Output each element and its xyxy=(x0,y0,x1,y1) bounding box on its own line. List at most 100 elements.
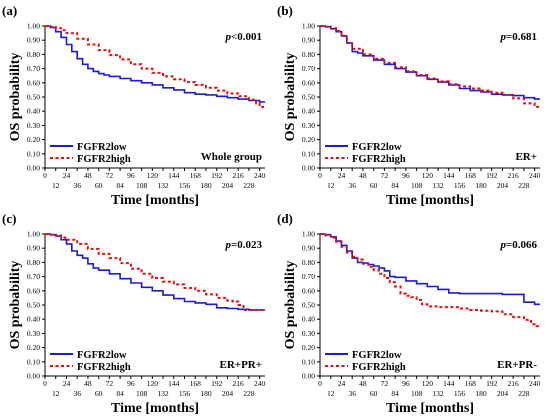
y-tick-label: 0.90 xyxy=(27,36,40,45)
y-tick-label: 0.10 xyxy=(27,357,40,366)
legend-label-high: FGFR2high xyxy=(77,362,131,373)
x-tick-label: 0 xyxy=(318,379,322,388)
legend-label-high: FGFR2high xyxy=(77,154,131,165)
p-value: p<0.001 xyxy=(224,31,262,43)
y-tick-label: 0.50 xyxy=(27,301,40,310)
x-tick-label: 24 xyxy=(63,171,71,180)
y-tick-label: 0.90 xyxy=(27,244,40,253)
x-tick-label: 36 xyxy=(73,181,81,190)
legend-label-low: FGFR2low xyxy=(352,350,402,361)
panel-d: (d) OS probability 0.00 0.10 0.20 0.30 0.40 0.5… xyxy=(277,211,541,416)
y-tick-label: 0.90 xyxy=(302,244,315,253)
y-tick-label: 0.30 xyxy=(302,121,315,130)
x-tick-label: 72 xyxy=(106,171,114,180)
panel-label: (b) xyxy=(277,3,293,18)
y-tick-label: 0.40 xyxy=(302,107,315,116)
x-tick-label: 168 xyxy=(190,379,202,388)
x-tick-label: 96 xyxy=(402,171,410,180)
y-tick-label: 0.90 xyxy=(302,36,315,45)
y-tick-label: 1.00 xyxy=(302,230,315,239)
x-tick-label: 216 xyxy=(233,379,245,388)
x-tick-label: 216 xyxy=(508,171,520,180)
x-tick-label: 192 xyxy=(486,171,498,180)
y-tick-label: 0.10 xyxy=(27,149,40,158)
x-tick-label: 228 xyxy=(243,181,255,190)
series-line-fgfr2high xyxy=(320,25,540,108)
y-tick-label: 0.60 xyxy=(302,78,315,87)
x-tick-label: 144 xyxy=(443,379,455,388)
x-tick-label: 24 xyxy=(338,171,346,180)
x-tick-label: 84 xyxy=(116,181,124,190)
y-tick-label: 0.40 xyxy=(302,315,315,324)
x-tick-label: 228 xyxy=(243,389,255,398)
y-tick-label: 0.80 xyxy=(27,258,40,267)
y-tick-label: 0.30 xyxy=(27,121,40,130)
x-tick-label: 156 xyxy=(454,181,466,190)
x-tick-label: 120 xyxy=(147,171,159,180)
x-tick-label: 132 xyxy=(432,181,444,190)
y-tick-label: 0.00 xyxy=(302,164,315,173)
y-tick-label: 0.10 xyxy=(302,357,315,366)
legend-label-high: FGFR2high xyxy=(352,154,406,165)
x-axis-label: Time [months] xyxy=(386,193,474,208)
x-tick-label: 108 xyxy=(411,389,423,398)
x-tick-label: 192 xyxy=(486,379,498,388)
x-tick-label: 36 xyxy=(348,181,356,190)
y-axis-label: OS probability xyxy=(283,53,298,142)
x-tick-label: 0 xyxy=(43,379,47,388)
x-tick-label: 108 xyxy=(136,389,148,398)
y-tick-label: 0.70 xyxy=(27,272,40,281)
y-tick-label: 0.70 xyxy=(302,272,315,281)
x-tick-label: 36 xyxy=(348,389,356,398)
y-axis-label: OS probability xyxy=(283,261,298,350)
y-tick-label: 0.00 xyxy=(27,164,40,173)
x-tick-label: 24 xyxy=(63,379,71,388)
x-tick-label: 48 xyxy=(84,379,92,388)
legend-label-low: FGFR2low xyxy=(352,142,402,153)
y-tick-label: 0.50 xyxy=(27,93,40,102)
x-tick-label: 12 xyxy=(52,181,60,190)
panel-c: (c) OS probability 0.00 0.10 0.20 0.30 0.40 0.5… xyxy=(2,211,266,416)
x-tick-label: 96 xyxy=(402,379,410,388)
x-tick-label: 0 xyxy=(43,171,47,180)
x-tick-label: 180 xyxy=(475,389,487,398)
x-tick-label: 84 xyxy=(116,389,124,398)
x-tick-label: 204 xyxy=(497,181,509,190)
x-tick-label: 156 xyxy=(179,181,191,190)
x-tick-label: 168 xyxy=(190,171,202,180)
x-tick-label: 144 xyxy=(168,171,180,180)
x-tick-label: 120 xyxy=(422,171,434,180)
x-tick-label: 168 xyxy=(465,379,477,388)
series-line-fgfr2low xyxy=(320,233,540,306)
y-tick-label: 0.40 xyxy=(27,315,40,324)
x-tick-label: 48 xyxy=(359,379,367,388)
x-tick-label: 60 xyxy=(370,389,378,398)
legend-label-high: FGFR2high xyxy=(352,362,406,373)
x-tick-label: 156 xyxy=(179,389,191,398)
x-tick-label: 240 xyxy=(529,171,541,180)
y-tick-label: 1.00 xyxy=(27,230,40,239)
y-tick-label: 0.00 xyxy=(302,372,315,381)
x-tick-label: 60 xyxy=(95,389,103,398)
x-tick-label: 108 xyxy=(411,181,423,190)
x-tick-label: 216 xyxy=(233,171,245,180)
panel-label: (a) xyxy=(2,3,17,18)
x-tick-label: 240 xyxy=(529,379,541,388)
y-tick-label: 0.60 xyxy=(27,78,40,87)
x-tick-label: 12 xyxy=(327,389,335,398)
panel-label: (c) xyxy=(2,211,16,226)
panel-b: (b) OS probability 0.00 0.10 0.20 0.30 0.40 0.5… xyxy=(277,3,541,208)
series-line-fgfr2low xyxy=(45,233,265,311)
x-axis-label: Time [months] xyxy=(111,193,199,208)
x-tick-label: 240 xyxy=(254,171,266,180)
y-tick-label: 0.20 xyxy=(302,343,315,352)
group-label: ER+ xyxy=(515,151,537,163)
y-tick-label: 1.00 xyxy=(27,22,40,31)
x-tick-label: 24 xyxy=(338,379,346,388)
y-tick-label: 0.50 xyxy=(302,301,315,310)
series-line-fgfr2low xyxy=(45,25,265,103)
panel-a: (a) OS probability 0.00 0.10 0.20 0.30 0.40 0.5… xyxy=(2,3,266,208)
x-tick-label: 228 xyxy=(518,181,530,190)
x-tick-label: 84 xyxy=(391,389,399,398)
